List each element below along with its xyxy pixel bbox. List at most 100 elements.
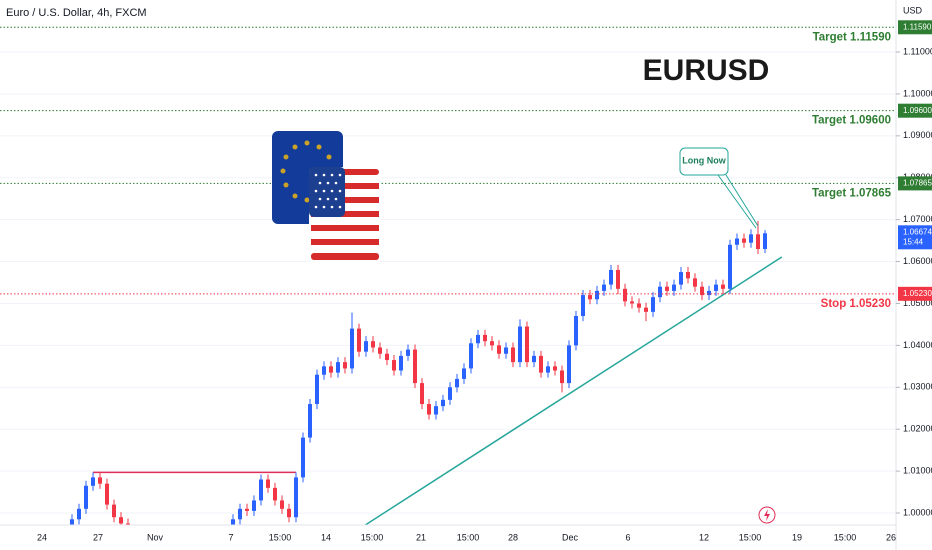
candle-body <box>539 355 543 373</box>
x-tick-label: 15:00 <box>834 532 857 542</box>
candle-body <box>616 269 620 289</box>
x-tick-label: 15:00 <box>457 532 480 542</box>
candle-body <box>686 272 690 279</box>
candle-body <box>441 399 445 407</box>
price-tag-label: 1.11590 <box>903 22 932 31</box>
candle-body <box>532 355 536 363</box>
candle-body <box>560 370 564 384</box>
x-tick-label: 7 <box>228 532 233 542</box>
candle-body <box>273 487 277 501</box>
candle-body <box>343 362 347 369</box>
level-text: Target 1.07865 <box>812 187 892 199</box>
grid <box>0 51 896 514</box>
candle-body <box>231 519 235 525</box>
price-tag <box>898 286 932 301</box>
candle-body <box>112 504 116 518</box>
candle-body <box>105 483 109 505</box>
flags-icon <box>272 131 381 264</box>
symbol-label: EURUSD <box>643 54 770 87</box>
candle-body <box>665 286 669 291</box>
candle-body <box>245 508 249 511</box>
level-text: Target 1.09600 <box>812 115 891 127</box>
alert-icon <box>758 506 776 524</box>
candle-body <box>378 347 382 354</box>
x-tick-label: 19 <box>792 532 802 542</box>
candle-body <box>637 303 641 308</box>
y-tick-label: 1.10000 <box>903 88 932 98</box>
x-tick-label: 21 <box>416 532 426 542</box>
x-tick-label: 12 <box>699 532 709 542</box>
candle-body <box>735 238 739 245</box>
candle-body <box>462 368 466 379</box>
x-tick-label: 14 <box>321 532 331 542</box>
candle-body <box>70 519 74 525</box>
candle-body <box>77 508 81 520</box>
candle-body <box>119 517 123 524</box>
y-tick-label: 1.03000 <box>903 382 932 392</box>
candle-body <box>259 479 263 501</box>
level-text: Stop 1.05230 <box>821 298 891 310</box>
candle-body <box>567 345 571 384</box>
candle-body <box>280 500 284 509</box>
candle-body <box>511 347 515 363</box>
candle-body <box>91 477 95 486</box>
x-tick-label: 26 <box>886 532 896 542</box>
level-text: Target 1.11590 <box>813 31 891 43</box>
candle-body <box>749 234 753 243</box>
candle-body <box>126 523 130 525</box>
candle-body <box>287 508 291 518</box>
candle-body <box>707 290 711 296</box>
candle-body <box>728 244 732 289</box>
candle-body <box>399 355 403 371</box>
candle-body <box>315 374 319 405</box>
last-price-tag <box>898 225 932 250</box>
chart-title: Euro / U.S. Dollar, 4h, FXCM <box>6 7 147 19</box>
candle-body <box>98 477 102 484</box>
candle-body <box>329 366 333 373</box>
callout: Long Now <box>679 147 759 229</box>
candle-body <box>294 477 298 518</box>
candle-body <box>504 347 508 354</box>
axis-unit: USD <box>903 5 923 15</box>
x-tick-label: 6 <box>625 532 630 542</box>
y-tick-label: 1.01000 <box>903 465 932 475</box>
candle-body <box>455 378 459 388</box>
x-tick-label: 15:00 <box>269 532 292 542</box>
x-tick-label: 15:00 <box>361 532 384 542</box>
candle-body <box>301 437 305 478</box>
y-tick-label: 1.04000 <box>903 340 932 350</box>
candle-body <box>595 290 599 300</box>
candle-body <box>371 341 375 348</box>
candle-body <box>546 366 550 373</box>
candle-body <box>364 341 368 352</box>
candle-body <box>644 307 648 312</box>
price-tag-label: 1.07865 <box>903 179 932 188</box>
candle-body <box>679 272 683 285</box>
candle-body <box>609 269 613 285</box>
candle-body <box>672 284 676 291</box>
candle-body <box>308 404 312 438</box>
candle-body <box>497 345 501 354</box>
price-tag-label: 1.09600 <box>903 106 932 115</box>
y-tick-label: 1.05000 <box>903 298 932 308</box>
x-tick-label: 15:00 <box>739 532 762 542</box>
x-tick-label: Nov <box>147 532 164 542</box>
candle-body <box>266 479 270 488</box>
candle-body <box>336 362 340 373</box>
candle-body <box>427 404 431 415</box>
candle-body <box>252 500 256 511</box>
candle-body <box>84 485 88 509</box>
plot-area <box>0 26 896 525</box>
candle-body <box>651 297 655 312</box>
axes: 1.00000 1.01000 1.02000 1.03000 1.04000 1.050… <box>37 46 932 542</box>
candle-body <box>238 508 242 520</box>
candle-body <box>574 316 578 346</box>
y-tick-label: 1.02000 <box>903 424 932 434</box>
x-tick-label: Dec <box>562 532 579 542</box>
y-tick-label: 1.11000 <box>903 46 932 56</box>
candle-body <box>756 234 760 249</box>
x-tick-label: 27 <box>93 532 103 542</box>
price-tag <box>898 103 932 118</box>
price-tag <box>898 176 932 191</box>
